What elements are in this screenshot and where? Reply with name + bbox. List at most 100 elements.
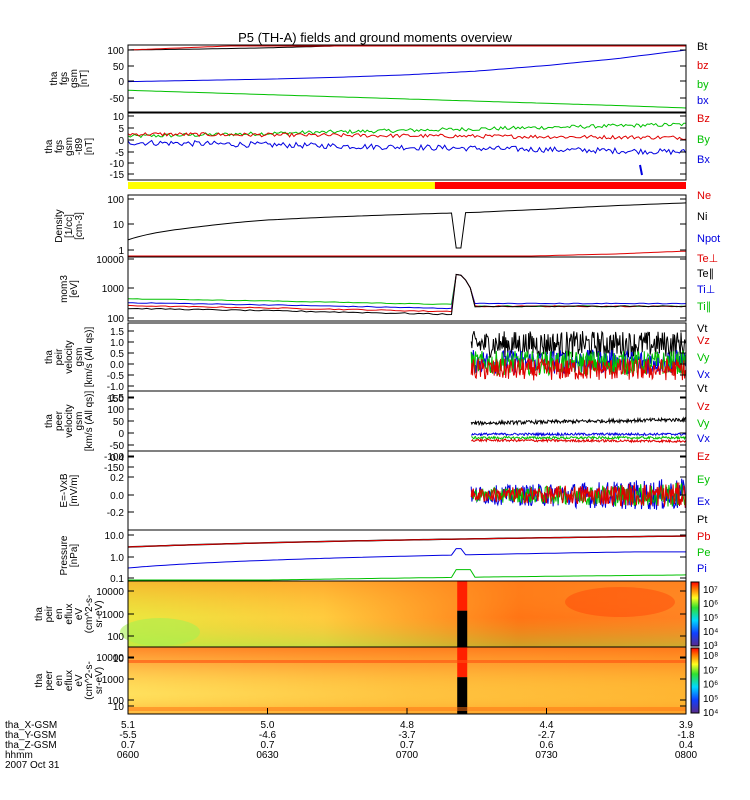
spectrogram-shading — [128, 647, 686, 714]
legend-entry: Vx — [697, 369, 710, 381]
legend-entry: Vx — [697, 433, 710, 445]
y-axis-label: en — [54, 608, 65, 619]
series-line-pressure — [127, 535, 687, 548]
y-axis-label: tha — [44, 350, 55, 364]
colorbar-label: 10⁵ — [703, 694, 718, 705]
y-tick-label: -0.5 — [107, 371, 125, 382]
colorbar-label: 10⁷ — [703, 585, 718, 596]
spectrogram-gap-top — [457, 581, 468, 611]
y-tick-label: -10 — [110, 159, 125, 170]
series-line-velocity — [471, 435, 687, 441]
series-line-efield — [470, 482, 687, 508]
ephemeris-value: 0.6 — [540, 740, 554, 751]
y-tick-label: -50 — [110, 94, 125, 105]
legend-entry: bz — [697, 60, 709, 72]
mode-bar-segment — [434, 182, 686, 189]
y-tick-label: 10000 — [96, 653, 124, 664]
y-axis-label: sr-eV) — [94, 667, 105, 694]
ephemeris-value: 5.0 — [261, 720, 275, 731]
y-axis-label: eflux — [64, 603, 75, 624]
ephemeris-value: 0.4 — [679, 740, 693, 751]
y-axis-label: peir — [44, 605, 55, 622]
y-tick-label: -1.0 — [107, 382, 125, 393]
y-axis-label: eV — [74, 674, 85, 687]
y-tick-label: -50 — [110, 441, 125, 452]
y-axis-label: Pressure — [59, 535, 70, 575]
legend-entry: Ti∥ — [697, 301, 711, 313]
series-line-Bx — [127, 139, 687, 156]
ephemeris-value: 0.7 — [400, 740, 414, 751]
legend-entry: Npot — [697, 233, 720, 245]
y-tick-label: 100 — [107, 696, 124, 707]
x-tick-label: 0630 — [256, 750, 279, 761]
y-tick-label: 10 — [113, 112, 125, 123]
series-line-pressure — [128, 569, 687, 581]
legend-entry: Vy — [697, 418, 710, 430]
legend-entry: Pe — [697, 547, 710, 559]
y-axis-label: [nT] — [79, 70, 90, 87]
y-axis-label: velocity — [64, 340, 75, 373]
y-tick-label: 0 — [118, 136, 124, 147]
panel-frame — [127, 112, 687, 181]
y-axis-label: (cm^2-s- — [84, 595, 95, 634]
legend-entry: by — [697, 79, 709, 91]
series-line-temperature — [127, 273, 687, 308]
colorbar-label: 10⁶ — [703, 599, 718, 610]
y-axis-label: tha — [44, 414, 55, 428]
ephemeris-label: tha_Y-GSM — [5, 730, 56, 741]
ephemeris-label: tha_Z-GSM — [5, 740, 57, 751]
y-axis-label: -t89 — [74, 137, 85, 155]
series-line-pressure — [127, 535, 687, 548]
colorbar-label: 10⁵ — [703, 613, 718, 624]
series-line-Bz — [127, 132, 687, 141]
spectrogram-band — [128, 660, 686, 663]
x-tick-label: 0700 — [396, 750, 419, 761]
y-tick-label: 150 — [107, 394, 124, 405]
y-tick-label: 10 — [113, 220, 125, 231]
y-tick-label: 100 — [107, 195, 124, 206]
y-axis-label: [nT] — [84, 138, 95, 155]
legend-entry: Vt — [697, 383, 707, 395]
y-tick-label: 50 — [113, 417, 125, 428]
legend-entry: Ez — [697, 451, 710, 463]
x-axis-label: hhmm — [5, 750, 33, 761]
legend-entry: Pt — [697, 514, 707, 526]
series-line-temperature — [127, 273, 687, 316]
series-line-velocity — [471, 431, 687, 437]
y-axis-label: (cm^2-s- — [84, 661, 95, 700]
y-axis-label: tha — [34, 607, 45, 621]
y-tick-label: -5 — [115, 148, 124, 159]
bx-spike — [639, 164, 643, 176]
chart-title: P5 (TH-A) fields and ground moments over… — [238, 30, 512, 45]
spectrogram-hotspot — [565, 587, 675, 617]
y-axis-label: eflux — [64, 670, 75, 691]
y-tick-label: 1000 — [102, 284, 125, 295]
y-tick-label: 10000 — [96, 587, 124, 598]
colorbar-label: 10³ — [703, 641, 718, 652]
legend-entry: Te∥ — [697, 268, 714, 280]
legend-entry: Ti⊥ — [697, 284, 715, 296]
colorbar-label: 10⁷ — [703, 665, 718, 676]
y-tick-label: 1000 — [102, 675, 125, 686]
legend-entry: Bt — [697, 41, 707, 53]
ephemeris-label: tha_X-GSM — [5, 720, 57, 731]
ephemeris-value: -5.5 — [119, 730, 137, 741]
y-axis-label: gsm — [64, 137, 75, 156]
y-axis-label: tha — [44, 139, 55, 153]
y-axis-label: gsm — [74, 348, 85, 367]
legend-entry: Bz — [697, 113, 710, 125]
y-axis-label: eV — [74, 608, 85, 621]
y-tick-label: 50 — [113, 62, 125, 73]
legend-entry: By — [697, 134, 710, 146]
colorbar-label: 10⁶ — [703, 680, 718, 691]
y-tick-label: 100 — [107, 314, 124, 325]
y-axis-label: fgs — [54, 140, 65, 153]
y-tick-label: 1000 — [102, 610, 125, 621]
series-line-velocity — [470, 357, 687, 381]
series-line-bfield_by — [127, 89, 687, 109]
series-line-velocity — [471, 437, 687, 444]
series-line-velocity — [470, 349, 687, 375]
y-tick-label: 0.4 — [110, 453, 124, 464]
series-line-bz — [127, 45, 686, 51]
y-axis-label: [km/s (All qs)] — [84, 391, 95, 452]
